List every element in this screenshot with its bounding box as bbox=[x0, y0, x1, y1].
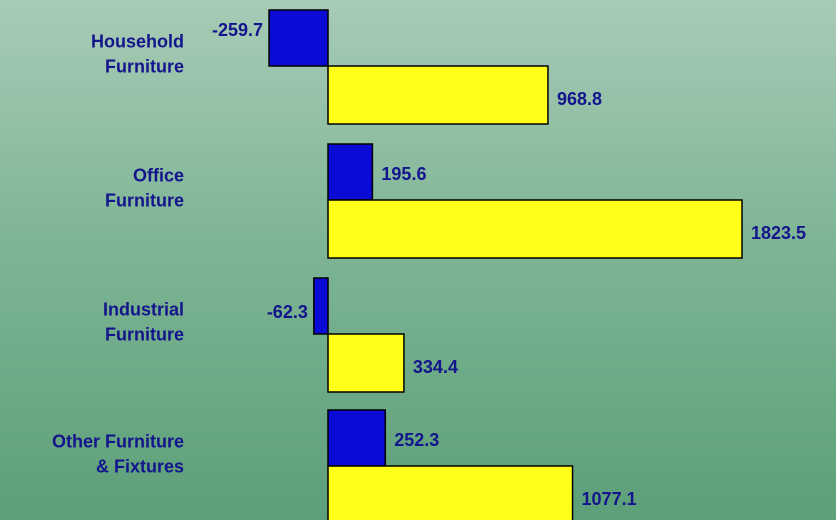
bar bbox=[327, 333, 405, 393]
category-label: Furniture bbox=[105, 191, 184, 211]
bar bbox=[327, 143, 374, 201]
data-label: 968.8 bbox=[557, 89, 602, 109]
category-label: & Fixtures bbox=[96, 457, 184, 477]
bar bbox=[313, 277, 329, 335]
bar bbox=[327, 65, 549, 125]
category-label: Office bbox=[133, 166, 184, 186]
data-label: 252.3 bbox=[394, 430, 439, 450]
data-label: -62.3 bbox=[267, 302, 308, 322]
bar bbox=[268, 9, 329, 67]
bar bbox=[327, 465, 574, 520]
category-label: Other Furniture bbox=[52, 432, 184, 452]
data-label: 334.4 bbox=[413, 357, 458, 377]
category-label: Furniture bbox=[105, 57, 184, 77]
category-label: Industrial bbox=[103, 300, 184, 320]
data-label: 1823.5 bbox=[751, 223, 806, 243]
bar bbox=[327, 409, 387, 467]
data-label: 1077.1 bbox=[582, 489, 637, 509]
data-label: 195.6 bbox=[381, 164, 426, 184]
bar bbox=[327, 199, 743, 259]
data-label: -259.7 bbox=[212, 20, 263, 40]
category-label: Furniture bbox=[105, 325, 184, 345]
category-label: Household bbox=[91, 32, 184, 52]
